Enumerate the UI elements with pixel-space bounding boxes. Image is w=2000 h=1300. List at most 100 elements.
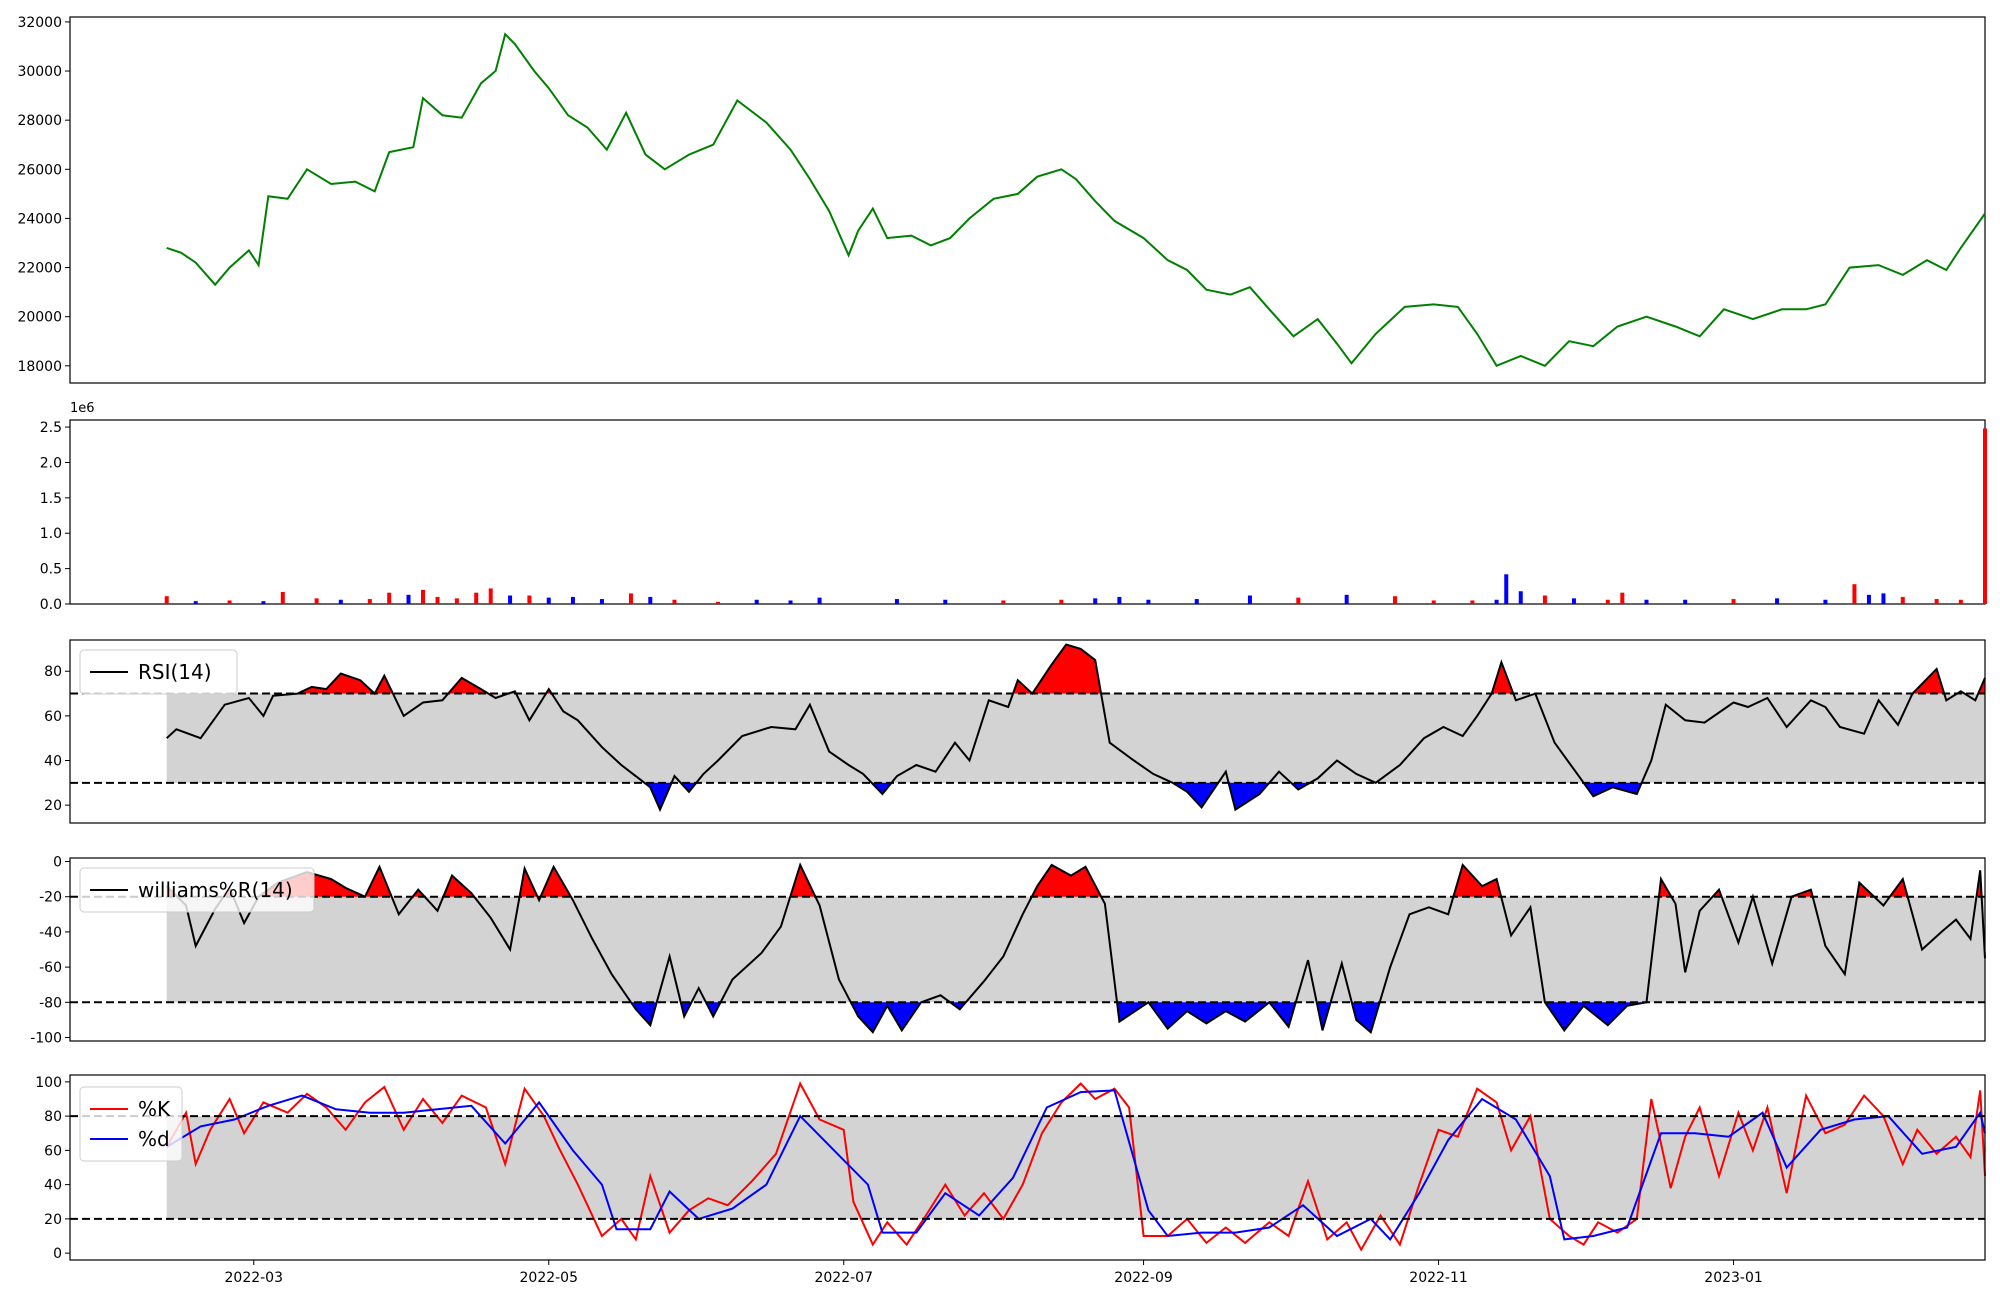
williams-ytick-label: -20 bbox=[39, 890, 62, 906]
stochastic-d-line bbox=[166, 1089, 1986, 1242]
volume-bar bbox=[648, 596, 653, 604]
volume-bar bbox=[387, 592, 392, 604]
x-tick-label: 2022-07 bbox=[814, 1270, 873, 1286]
volume-ytick-label: 2.0 bbox=[40, 455, 62, 471]
williams-ytick-label: -60 bbox=[39, 960, 62, 976]
volume-ytick-label: 2.5 bbox=[40, 420, 62, 436]
rsi-ytick-label: 80 bbox=[44, 664, 62, 680]
rsi-oversold-fill bbox=[1228, 782, 1270, 810]
volume-bar bbox=[1093, 598, 1098, 604]
stochastic-legend-label: %K bbox=[138, 1097, 171, 1121]
stochastic-ytick-label: 0 bbox=[53, 1246, 62, 1262]
price-ytick-label: 18000 bbox=[17, 359, 62, 375]
stochastic-legend: %K %d bbox=[79, 1086, 183, 1162]
price-ytick-label: 26000 bbox=[17, 162, 62, 178]
volume-bar bbox=[1605, 599, 1610, 604]
williams-ytick-label: -80 bbox=[39, 995, 62, 1011]
volume-bar bbox=[1393, 596, 1398, 604]
volume-bar bbox=[261, 601, 266, 604]
rsi-ytick-label: 40 bbox=[44, 754, 62, 770]
volume-bar bbox=[599, 599, 604, 604]
rsi-overbought-fill bbox=[448, 677, 489, 694]
stochastic-k-line bbox=[165, 1081, 1986, 1252]
williams-legend-box bbox=[79, 867, 315, 913]
volume-bar bbox=[474, 592, 479, 604]
volume-bar bbox=[1620, 592, 1625, 604]
volume-bar bbox=[1542, 595, 1547, 604]
price-ytick-label: 30000 bbox=[17, 64, 62, 80]
volume-bar bbox=[454, 598, 459, 604]
volume-bar bbox=[1683, 599, 1688, 604]
volume-bar bbox=[1881, 593, 1886, 604]
volume-bar bbox=[943, 599, 948, 604]
price-panel-frame bbox=[69, 16, 1986, 384]
volume-bar bbox=[1934, 599, 1939, 604]
price-ytick-label: 32000 bbox=[17, 15, 62, 31]
volume-bar bbox=[1852, 584, 1857, 604]
volume-panel-frame bbox=[69, 419, 1986, 605]
volume-bar bbox=[716, 601, 721, 604]
volume-bar bbox=[367, 599, 372, 604]
volume-bar bbox=[1001, 600, 1006, 604]
volume-ytick-label: 1.0 bbox=[40, 526, 62, 542]
volume-bar bbox=[1431, 600, 1436, 604]
stochastic-panel-frame bbox=[69, 1074, 1986, 1261]
price-ytick-label: 28000 bbox=[17, 113, 62, 129]
williams-line bbox=[165, 862, 1986, 1034]
volume-bar bbox=[628, 593, 633, 604]
rsi-oversold-fill bbox=[1583, 782, 1642, 797]
williams-oversold-fill bbox=[1117, 1002, 1296, 1029]
x-tick-label: 2022-11 bbox=[1409, 1270, 1468, 1286]
williams-overbought-fill bbox=[443, 875, 475, 897]
williams-neutral-band bbox=[166, 896, 1986, 1003]
stochastic-ytick-label: 80 bbox=[44, 1109, 62, 1125]
rsi-line bbox=[166, 643, 1986, 813]
williams-oversold-fill bbox=[850, 1002, 922, 1033]
x-tick-label: 2022-05 bbox=[520, 1270, 579, 1286]
volume-bar bbox=[1247, 595, 1252, 604]
volume-bar bbox=[570, 596, 575, 604]
volume-bar bbox=[1470, 600, 1475, 604]
volume-bar bbox=[754, 599, 759, 604]
volume-bar bbox=[421, 589, 426, 604]
rsi-oversold-fill bbox=[680, 782, 697, 792]
williams-ytick-label: -40 bbox=[39, 925, 62, 941]
williams-ytick-label: 0 bbox=[53, 855, 62, 871]
rsi-overbought-fill bbox=[1912, 669, 1945, 694]
williams-overbought-fill bbox=[790, 865, 816, 897]
rsi-overbought-fill bbox=[1013, 644, 1102, 694]
volume-bar bbox=[435, 596, 440, 604]
volume-bar bbox=[1518, 591, 1523, 604]
volume-ytick-label: 0.0 bbox=[40, 597, 62, 613]
volume-bar bbox=[1900, 596, 1905, 604]
volume-bar bbox=[488, 588, 493, 604]
price-ytick-label: 22000 bbox=[17, 261, 62, 277]
volume-bar bbox=[280, 591, 285, 604]
volume-bar bbox=[1958, 599, 1963, 604]
volume-bar bbox=[1983, 428, 1987, 604]
volume-bar bbox=[508, 595, 513, 604]
rsi-ytick-label: 60 bbox=[44, 709, 62, 725]
volume-bar bbox=[1866, 594, 1871, 604]
volume-bar bbox=[1494, 599, 1499, 604]
williams-panel-frame bbox=[69, 857, 1986, 1042]
volume-offset-label: 1e6 bbox=[70, 401, 95, 416]
volume-bar bbox=[406, 594, 411, 604]
volume-bar bbox=[227, 600, 232, 604]
volume-bar bbox=[1117, 596, 1122, 604]
volume-bar bbox=[193, 601, 198, 604]
williams-oversold-fill bbox=[705, 1002, 721, 1017]
williams-oversold-fill bbox=[631, 1002, 657, 1026]
rsi-neutral-band bbox=[166, 693, 1986, 783]
rsi-oversold-fill bbox=[871, 782, 892, 794]
rsi-ytick-label: 20 bbox=[44, 798, 62, 814]
volume-bar bbox=[1731, 599, 1736, 604]
rsi-overbought-fill bbox=[297, 673, 393, 694]
x-tick-label: 2023-01 bbox=[1704, 1270, 1763, 1286]
volume-bar bbox=[314, 598, 319, 604]
rsi-legend-label: RSI(14) bbox=[138, 660, 212, 684]
volume-bar bbox=[527, 595, 532, 604]
stochastic-ytick-label: 100 bbox=[35, 1075, 62, 1091]
volume-bar bbox=[546, 597, 551, 604]
williams-ytick-label: -100 bbox=[30, 1030, 62, 1046]
